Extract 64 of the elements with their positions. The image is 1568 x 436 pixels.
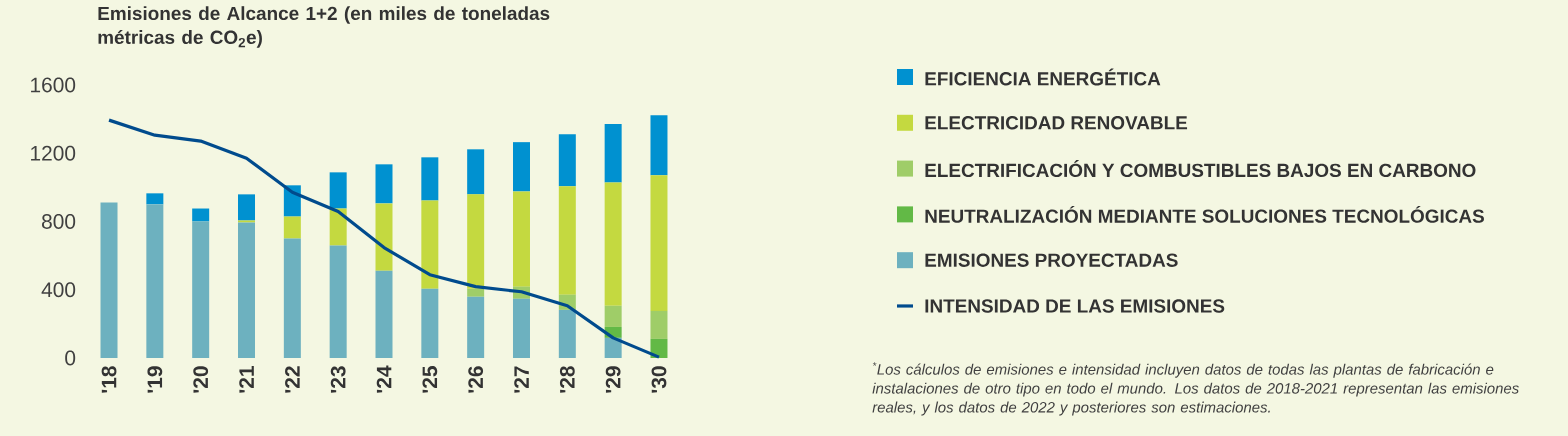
x-tick-label: '21 bbox=[239, 366, 254, 393]
bar bbox=[650, 310, 668, 339]
x-tick-label: '27 bbox=[514, 366, 529, 393]
bar bbox=[238, 222, 256, 358]
legend-label: INTENSIDAD DE LAS EMISIONES bbox=[925, 299, 1225, 313]
legend-label: ELECTRIFICACIÓN Y COMBUSTIBLES BAJOS EN CARBONO bbox=[925, 160, 1476, 178]
bar bbox=[329, 208, 347, 246]
bar bbox=[467, 149, 485, 195]
bar bbox=[650, 115, 668, 176]
x-tick-label: '25 bbox=[422, 366, 438, 393]
bar bbox=[329, 245, 347, 358]
bar bbox=[375, 203, 393, 271]
bar bbox=[512, 298, 530, 358]
bar bbox=[421, 157, 439, 201]
chart-title: Emisiones de Alcance 1+2 (en miles de toneladas métricas de CO$_{2}$e) bbox=[98, 6, 550, 48]
bar bbox=[512, 191, 530, 287]
x-tick-label: '22 bbox=[285, 366, 300, 393]
bar bbox=[512, 142, 530, 192]
bar bbox=[467, 296, 485, 358]
x-tick-label: '30 bbox=[651, 366, 667, 393]
x-tick-label: '23 bbox=[330, 366, 346, 393]
x-tick-label: '26 bbox=[468, 366, 484, 393]
bar bbox=[283, 238, 301, 358]
y-tick-label: 0 bbox=[65, 350, 76, 366]
line-series bbox=[107, 118, 661, 359]
bar bbox=[146, 193, 164, 205]
bar bbox=[375, 270, 393, 358]
bar bbox=[375, 164, 393, 204]
bar bbox=[558, 309, 576, 358]
bar bbox=[192, 208, 210, 222]
y-tick-label: 1600 bbox=[31, 77, 76, 93]
bar bbox=[283, 216, 301, 239]
legend-label: ELECTRICIDAD RENOVABLE bbox=[925, 116, 1188, 130]
bar bbox=[604, 124, 622, 183]
legend-label: NEUTRALIZACIÓN MEDIANTE SOLUCIONES TECNOLÓGICAS bbox=[925, 205, 1484, 223]
bar bbox=[421, 200, 439, 289]
bar bbox=[421, 288, 439, 358]
bar bbox=[650, 175, 668, 311]
bar bbox=[238, 220, 256, 223]
x-tick-label: '20 bbox=[193, 366, 209, 393]
bar bbox=[146, 204, 164, 358]
y-tick-label: 400 bbox=[41, 282, 76, 298]
bar bbox=[558, 134, 576, 187]
bar bbox=[604, 182, 622, 306]
bar bbox=[329, 172, 347, 209]
text: $^{*}$Los cálculos de emisiones e intensidad incluyen datos de todas las plantas de fabricación e instalaciones de otro tipo en todo el mundo. Los datos de 2018-2021 representan las emisiones reales, y los datos de 2022 y posteriores son estimaciones. bbox=[872, 362, 1519, 416]
bar bbox=[467, 194, 485, 289]
y-tick-label: 800 bbox=[42, 214, 76, 229]
y-tick-label: 1200 bbox=[31, 145, 76, 161]
bar bbox=[558, 186, 576, 295]
bar bbox=[192, 221, 210, 358]
bar bbox=[650, 338, 668, 358]
x-tick-label: '28 bbox=[559, 366, 575, 393]
legend-label: EFICIENCIA ENERGÉTICA bbox=[925, 68, 1161, 86]
bar bbox=[238, 194, 256, 221]
bar bbox=[100, 202, 118, 358]
bar bbox=[467, 288, 485, 297]
bar bbox=[604, 337, 622, 358]
x-tick-label: '29 bbox=[605, 366, 621, 393]
legend-label: EMISIONES PROYECTADAS bbox=[925, 253, 1178, 267]
x-tick-label: '19 bbox=[147, 366, 163, 393]
bar bbox=[604, 305, 622, 327]
x-tick-label: '18 bbox=[101, 366, 117, 393]
x-tick-label: '24 bbox=[376, 365, 392, 393]
